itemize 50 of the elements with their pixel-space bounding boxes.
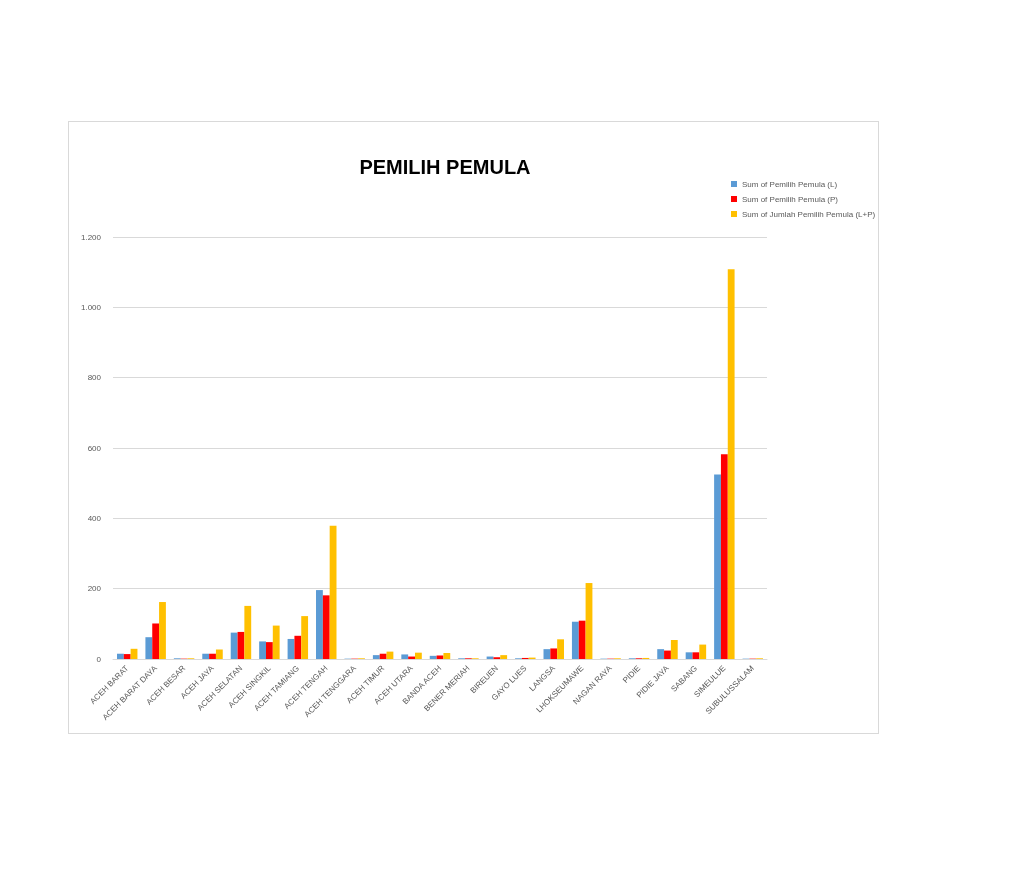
- bar: [259, 641, 266, 659]
- y-tick-label: 1.200: [80, 232, 102, 242]
- bar: [244, 605, 252, 659]
- bar: [699, 644, 707, 659]
- bar: [500, 655, 508, 659]
- y-tick-label: 600: [87, 443, 102, 453]
- bar: [301, 616, 309, 659]
- bar: [664, 650, 671, 659]
- legend-label: Sum of Pemilih Pemula (P): [742, 194, 839, 204]
- bar: [372, 655, 380, 659]
- bar: [202, 653, 210, 659]
- bar: [152, 623, 160, 659]
- bar: [145, 637, 153, 659]
- bar: [571, 621, 579, 659]
- bar: [714, 474, 721, 659]
- bar: [159, 602, 166, 659]
- bar: [116, 653, 124, 659]
- bar: [436, 655, 444, 659]
- bar: [215, 649, 223, 659]
- bar: [230, 632, 238, 659]
- bar: [720, 454, 728, 659]
- bar: [429, 655, 437, 659]
- y-tick-label: 200: [87, 584, 102, 594]
- bar: [272, 625, 280, 659]
- bar: [685, 652, 693, 659]
- bar: [657, 649, 665, 659]
- bar: [727, 269, 735, 659]
- bar: [557, 639, 564, 659]
- y-tick-label: 0: [96, 654, 102, 664]
- bar: [414, 652, 422, 659]
- y-tick-label: 400: [87, 513, 102, 523]
- bar: [670, 640, 678, 659]
- bar: [322, 595, 330, 659]
- legend-label: Sum of Jumlah Pemilih Pemula (L+P): [742, 209, 876, 219]
- bar: [265, 642, 273, 659]
- bar: [578, 620, 586, 659]
- bar: [401, 654, 409, 659]
- bar: [123, 654, 131, 659]
- bar: [379, 653, 387, 659]
- bar: [443, 653, 451, 659]
- y-tick-label: 1.000: [80, 302, 102, 312]
- bar: [209, 653, 216, 659]
- legend-label: Sum of Pemilih Pemula (L): [742, 179, 838, 189]
- bar: [294, 635, 302, 659]
- bar: [543, 649, 551, 659]
- bar: [692, 652, 700, 659]
- chart-title: PEMILIH PEMULA: [359, 156, 531, 178]
- y-tick-label: 800: [87, 373, 102, 383]
- bar: [316, 590, 323, 659]
- bar: [550, 648, 558, 659]
